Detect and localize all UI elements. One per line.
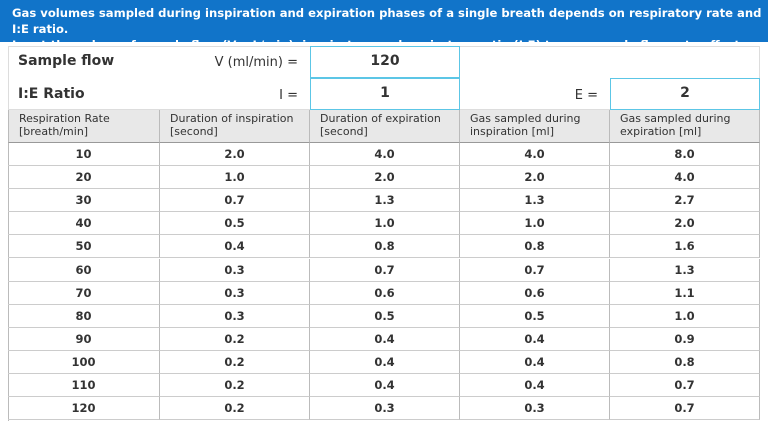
header-line: Gas sampled during: [470, 112, 581, 125]
input-field[interactable]: 120: [310, 46, 460, 78]
cell: 1.1: [610, 281, 760, 305]
cell: 0.7: [310, 258, 460, 282]
header-line: [breath/min]: [19, 125, 89, 138]
cell: 8.0: [610, 143, 760, 167]
input-field[interactable]: 2: [610, 78, 760, 110]
cell: 0.6: [460, 281, 610, 305]
cell: 1.0: [460, 212, 610, 236]
cell: 0.7: [610, 374, 760, 398]
cell: 0.4: [460, 374, 610, 398]
cell: 1.3: [460, 189, 610, 213]
header-line: expiration [ml]: [620, 125, 702, 138]
cell: 80: [8, 304, 160, 328]
cell: 40: [8, 212, 160, 236]
cell: 2.0: [460, 166, 610, 190]
cell: 0.2: [160, 397, 310, 421]
cell: 1.0: [610, 304, 760, 328]
cell: 0.7: [460, 258, 610, 282]
label: E =: [574, 88, 598, 103]
header-line: [second]: [320, 125, 368, 138]
label: Sample flow: [18, 53, 115, 69]
banner-line: Input the values of sample flow (V mL/mi…: [12, 38, 745, 52]
cell: 0.4: [460, 327, 610, 351]
cell: 90: [8, 327, 160, 351]
cell: 2.7: [610, 189, 760, 213]
cell: 0.6: [310, 281, 460, 305]
cell: 0.8: [310, 235, 460, 259]
cell: 100: [8, 350, 160, 374]
cell: 2.0: [160, 143, 310, 167]
cell: 0.3: [310, 397, 460, 421]
cell: 0.3: [160, 258, 310, 282]
cell: 0.4: [160, 235, 310, 259]
cell: 0.4: [310, 327, 460, 351]
table: [8, 110, 760, 421]
column-header: Duration of inspiration [second]: [160, 110, 310, 143]
cell: 30: [8, 189, 160, 213]
cell: 0.9: [610, 327, 760, 351]
cell: 0.8: [610, 350, 760, 374]
cell: 1.3: [610, 258, 760, 282]
input-field[interactable]: 1: [310, 78, 460, 110]
cell: 10: [8, 143, 160, 167]
label: V (ml/min) =: [214, 55, 298, 70]
column-header: Respiration Rate [breath/min]: [8, 110, 160, 143]
cell: 4.0: [610, 166, 760, 190]
cell: 4.0: [310, 143, 460, 167]
header-line: Duration of inspiration: [170, 112, 294, 125]
cell: 0.7: [160, 189, 310, 213]
cell: 0.3: [460, 397, 610, 421]
header-line: [second]: [170, 125, 218, 138]
cell: 2.0: [610, 212, 760, 236]
cell: 70: [8, 281, 160, 305]
cell: 0.8: [460, 235, 610, 259]
cell: 0.3: [160, 304, 310, 328]
cell: 0.4: [310, 350, 460, 374]
label: I =: [279, 88, 298, 103]
cell: 110: [8, 374, 160, 398]
header-line: Respiration Rate: [19, 112, 110, 125]
cell: 0.4: [310, 374, 460, 398]
column-header: Duration of expiration [second]: [310, 110, 460, 143]
cell: 0.4: [460, 350, 610, 374]
cell: 0.7: [610, 397, 760, 421]
cell: 0.5: [160, 212, 310, 236]
cell: 1.6: [610, 235, 760, 259]
column-header: Gas sampled during expiration [ml]: [610, 110, 760, 143]
cell: 60: [8, 258, 160, 282]
cell: 0.3: [160, 281, 310, 305]
cell: 0.2: [160, 350, 310, 374]
cell: 0.5: [310, 304, 460, 328]
cell: 1.3: [310, 189, 460, 213]
cell: 1.0: [310, 212, 460, 236]
cell: 2.0: [310, 166, 460, 190]
column-header: Gas sampled during inspiration [ml]: [460, 110, 610, 143]
cell: 4.0: [460, 143, 610, 167]
header-line: Gas sampled during: [620, 112, 731, 125]
cell: 120: [8, 397, 160, 421]
banner-line: Gas volumes sampled during inspiration a…: [12, 6, 762, 36]
banner: Gas volumes sampled during inspiration a…: [0, 0, 768, 52]
cell: 50: [8, 235, 160, 259]
cell: 0.5: [460, 304, 610, 328]
header-line: inspiration [ml]: [470, 125, 554, 138]
cell: 1.0: [160, 166, 310, 190]
header-line: Duration of expiration: [320, 112, 441, 125]
cell: 20: [8, 166, 160, 190]
cell: 0.2: [160, 327, 310, 351]
cell: 0.2: [160, 374, 310, 398]
label: I:E Ratio: [18, 86, 85, 102]
